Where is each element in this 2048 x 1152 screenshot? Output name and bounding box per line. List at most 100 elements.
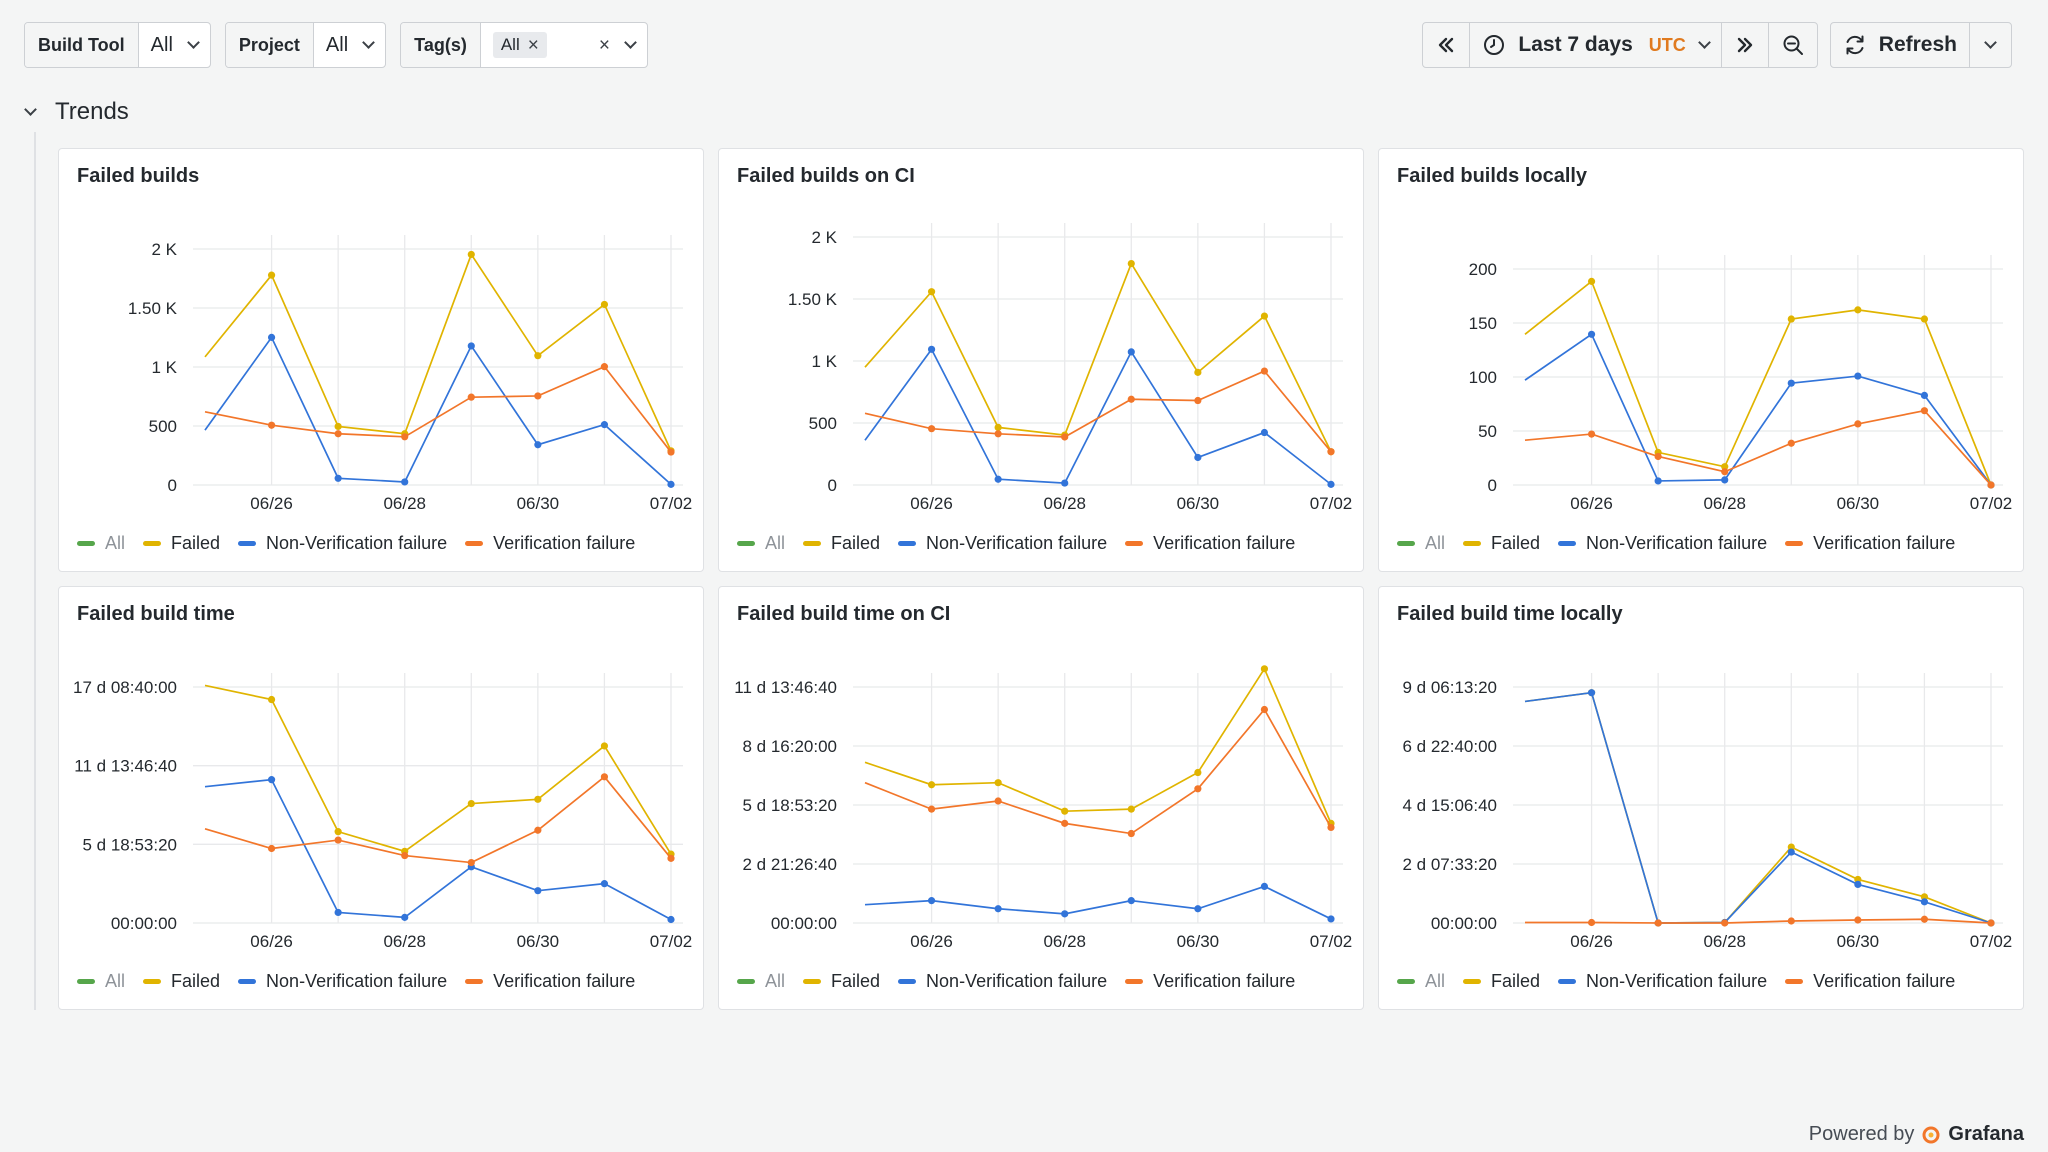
chart-panel[interactable]: Failed build time on CI 00:00:00 2 d 21:26… [718, 586, 1364, 1010]
project-value: All [325, 33, 349, 56]
data-point [1194, 453, 1202, 462]
project-filter[interactable]: Project All [224, 22, 387, 68]
data-point [1127, 897, 1135, 905]
legend-item[interactable]: Verification failure [1785, 533, 1955, 554]
chevron-down-icon [1697, 36, 1711, 49]
x-tick-label: 07/02 [1310, 494, 1353, 513]
chart-panel[interactable]: Failed builds on CI 0 500 1 K 1.50 K 2 K 06/26… [718, 148, 1364, 572]
legend-item[interactable]: Non-Verification failure [898, 533, 1107, 554]
legend-item[interactable]: All [1397, 971, 1445, 992]
shift-back-button[interactable] [1423, 23, 1471, 67]
legend-item[interactable]: Non-Verification failure [238, 533, 447, 554]
shift-forward-button[interactable] [1722, 23, 1769, 67]
data-point [1987, 919, 1995, 927]
legend-item[interactable]: All [737, 971, 785, 992]
build-tool-select[interactable]: All [139, 23, 210, 67]
grafana-logo-icon [1922, 1126, 1940, 1143]
legend-item[interactable]: Verification failure [1125, 533, 1295, 554]
chart-panel[interactable]: Failed build time locally 00:00:00 2 d 07:… [1378, 586, 2024, 1010]
data-point [1721, 919, 1729, 927]
y-tick-label: 17 d 08:40:00 [73, 678, 177, 697]
clear-tags-icon[interactable]: × [598, 34, 610, 56]
legend-item[interactable]: Verification failure [1125, 971, 1295, 992]
legend-item[interactable]: All [77, 533, 125, 554]
refresh-button[interactable]: Refresh [1831, 23, 1970, 67]
chevron-down-icon [624, 36, 637, 49]
refresh-icon [1846, 35, 1864, 55]
timezone-label: UTC [1648, 34, 1686, 55]
data-point [1721, 468, 1729, 476]
x-tick-label: 06/30 [517, 494, 560, 513]
data-point [1854, 875, 1862, 884]
data-point [1721, 476, 1729, 484]
project-select[interactable]: All [314, 23, 385, 67]
legend-item[interactable]: Verification failure [1785, 971, 1955, 992]
data-point [1327, 448, 1335, 456]
y-tick-label: 150 [1469, 314, 1497, 333]
data-point [1587, 277, 1596, 285]
zoom-out-button[interactable] [1769, 23, 1817, 67]
legend-item[interactable]: All [77, 971, 125, 992]
series-line [1524, 279, 1992, 486]
y-tick-label: 2 d 21:26:40 [742, 855, 837, 874]
x-tick-label: 06/26 [910, 932, 953, 951]
legend-item[interactable]: All [1397, 533, 1445, 554]
data-point [1194, 768, 1202, 777]
build-tool-filter[interactable]: Build Tool All [24, 22, 211, 68]
tag-chip-label: All [500, 35, 520, 54]
y-tick-label: 50 [1478, 422, 1497, 441]
legend-item[interactable]: Non-Verification failure [1558, 971, 1767, 992]
y-tick-label: 2 K [811, 228, 837, 247]
tags-filter-label: Tag(s) [401, 23, 481, 67]
data-point [401, 478, 409, 486]
data-point [1061, 479, 1069, 487]
legend-item[interactable]: Failed [143, 533, 220, 554]
data-point [1061, 807, 1069, 815]
y-tick-label: 2 d 07:33:20 [1402, 855, 1497, 874]
legend-label: Non-Verification failure [926, 533, 1108, 553]
data-point [667, 480, 675, 488]
tags-filter[interactable]: Tag(s) All × × [400, 22, 648, 68]
time-range-picker[interactable]: Last 7 days UTC [1470, 23, 1722, 67]
legend-label: Verification failure [493, 533, 636, 553]
data-point [600, 742, 609, 750]
legend-item[interactable]: Verification failure [465, 971, 635, 992]
data-point [927, 425, 936, 433]
legend-item[interactable]: Failed [1463, 971, 1540, 992]
legend-item[interactable]: Failed [803, 971, 880, 992]
data-point [667, 915, 675, 924]
legend-item[interactable]: Non-Verification failure [898, 971, 1107, 992]
data-point [1127, 395, 1135, 403]
legend-label: Verification failure [1813, 971, 1956, 991]
legend-swatch [1558, 979, 1577, 984]
legend-label: All [105, 533, 126, 553]
tags-select[interactable]: All × × [481, 23, 647, 67]
legend-item[interactable]: Failed [143, 971, 220, 992]
legend-item[interactable]: Non-Verification failure [1558, 533, 1767, 554]
legend-item[interactable]: All [737, 533, 785, 554]
refresh-label: Refresh [1878, 33, 1957, 56]
legend-item[interactable]: Failed [803, 533, 880, 554]
remove-tag-icon[interactable]: × [527, 34, 539, 56]
chart-panel[interactable]: Failed build time 00:00:00 5 d 18:53:20 11 … [58, 586, 704, 1010]
legend-swatch [143, 979, 162, 984]
x-tick-label: 06/26 [910, 494, 953, 513]
legend-label: Failed [831, 533, 881, 553]
legend-item[interactable]: Non-Verification failure [238, 971, 447, 992]
data-point [334, 474, 342, 482]
time-controls: Last 7 days UTC Refresh [1422, 22, 2012, 68]
data-point [994, 423, 1002, 431]
legend-item[interactable]: Verification failure [465, 533, 635, 554]
refresh-interval-dropdown[interactable] [1970, 23, 2011, 67]
legend-swatch [1125, 541, 1144, 546]
row-toggle[interactable]: Trends [24, 98, 129, 126]
y-tick-label: 00:00:00 [1431, 914, 1497, 933]
series-line [204, 778, 672, 921]
x-tick-label: 06/28 [1043, 494, 1086, 513]
data-point [267, 695, 276, 704]
legend-label: All [105, 971, 126, 991]
chart-panel[interactable]: Failed builds locally 0 50 100 150 200 06/26 06… [1378, 148, 2024, 572]
legend-item[interactable]: Failed [1463, 533, 1540, 554]
panel-title: Failed builds on CI [737, 165, 915, 187]
